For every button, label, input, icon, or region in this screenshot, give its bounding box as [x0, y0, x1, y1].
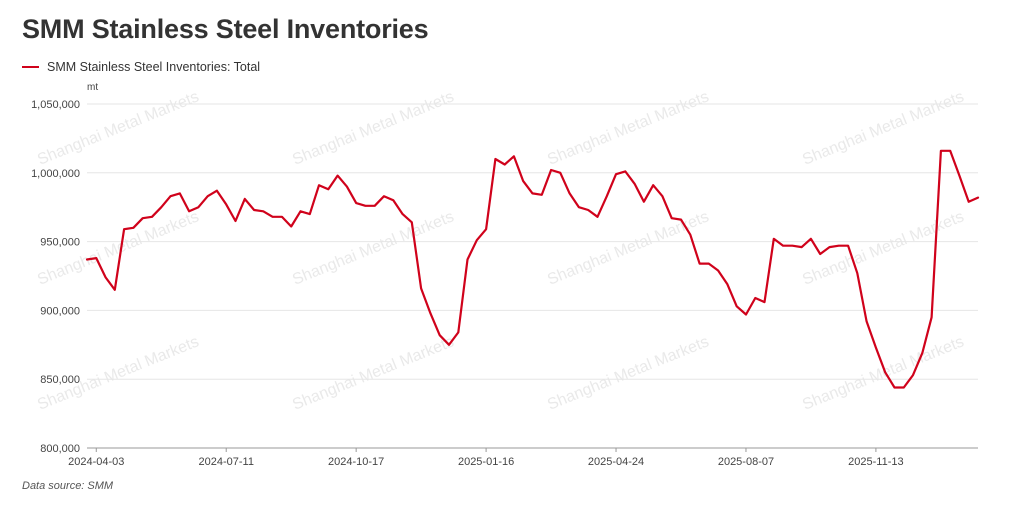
series-layer — [85, 149, 980, 389]
watermark-text: Shanghai Metal Markets — [290, 333, 456, 413]
series-line[interactable] — [85, 149, 980, 389]
y-tick-label: 800,000 — [40, 443, 80, 455]
watermark-text: Shanghai Metal Markets — [545, 88, 711, 168]
y-tick-label: 1,000,000 — [31, 168, 80, 180]
y-tick-label: 850,000 — [40, 374, 80, 386]
y-tick-label: 900,000 — [40, 305, 80, 317]
y-tick-label: 1,050,000 — [31, 99, 80, 111]
watermark-text: Shanghai Metal Markets — [290, 208, 456, 288]
x-tick-label: 2024-07-11 — [198, 456, 253, 468]
x-axis: 2024-04-03 2024-07-11 2024-10-17 2025-01-16… — [68, 447, 978, 468]
x-tick-label: 2025-01-16 — [458, 456, 514, 468]
grid-lines — [87, 103, 978, 380]
legend[interactable]: SMM Stainless Steel Inventories: Total — [22, 60, 260, 74]
legend-swatch — [22, 66, 39, 68]
chart-title: SMM Stainless Steel Inventories — [22, 14, 429, 44]
watermark-text: Shanghai Metal Markets — [800, 208, 966, 288]
x-tick-label: 2024-04-03 — [68, 456, 124, 468]
watermark-layer: Shanghai Metal Markets Shanghai Metal Mar… — [35, 88, 966, 413]
watermark-text: Shanghai Metal Markets — [290, 88, 456, 168]
x-tick-label: 2025-08-07 — [718, 456, 774, 468]
y-tick-label: 950,000 — [40, 237, 80, 249]
legend-label: SMM Stainless Steel Inventories: Total — [47, 60, 261, 74]
x-tick-label: 2025-11-13 — [848, 456, 903, 468]
x-tick-label: 2024-10-17 — [328, 456, 384, 468]
y-axis: 800,000 850,000 900,000 950,000 1,000,000 1,0… — [31, 82, 98, 455]
y-axis-unit: mt — [87, 82, 98, 93]
watermark-text: Shanghai Metal Markets — [545, 208, 711, 288]
watermark-text: Shanghai Metal Markets — [545, 333, 711, 413]
watermark-text: Shanghai Metal Markets — [800, 333, 966, 413]
data-source: Data source: SMM — [22, 480, 114, 492]
x-tick-label: 2025-04-24 — [588, 456, 644, 468]
